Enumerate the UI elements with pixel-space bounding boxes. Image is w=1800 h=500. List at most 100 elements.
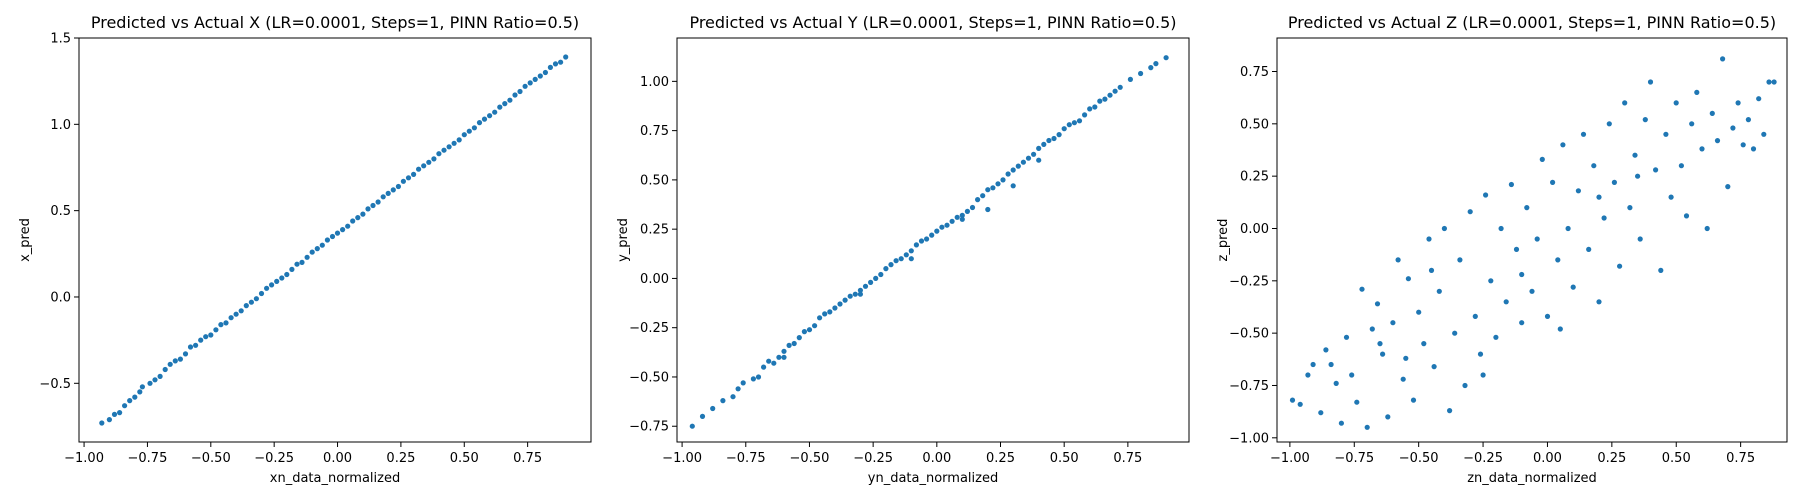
data-point bbox=[750, 376, 757, 382]
data-point bbox=[1289, 397, 1296, 403]
data-point bbox=[1462, 382, 1468, 389]
data-point bbox=[1082, 112, 1088, 118]
data-point bbox=[1560, 142, 1566, 148]
data-point bbox=[924, 236, 930, 242]
data-point bbox=[857, 291, 864, 297]
data-point bbox=[385, 190, 391, 196]
data-point bbox=[127, 398, 133, 404]
data-point bbox=[426, 159, 432, 165]
data-points bbox=[1289, 56, 1777, 430]
data-point bbox=[1761, 131, 1767, 137]
plot-frame bbox=[1276, 37, 1788, 443]
data-point bbox=[934, 228, 940, 234]
x-axis-title: zn_data_normalized bbox=[1467, 471, 1597, 486]
data-point bbox=[1534, 236, 1540, 242]
data-point bbox=[1503, 299, 1509, 305]
data-point bbox=[1709, 110, 1715, 116]
data-point bbox=[558, 59, 564, 65]
data-point bbox=[959, 212, 965, 218]
data-point bbox=[319, 242, 325, 248]
y-tick-label: 0.5 bbox=[50, 204, 71, 219]
data-point bbox=[1025, 155, 1032, 161]
data-point bbox=[355, 215, 361, 221]
data-point bbox=[883, 266, 889, 272]
data-point bbox=[1642, 117, 1648, 123]
plot-frame bbox=[78, 37, 592, 443]
x-tick-label: 0.25 bbox=[986, 451, 1015, 466]
data-point bbox=[304, 254, 310, 260]
data-point bbox=[1606, 121, 1612, 127]
data-point bbox=[1153, 61, 1159, 67]
data-point bbox=[177, 356, 183, 362]
x-tick-label: 0.75 bbox=[1113, 451, 1142, 466]
data-point bbox=[1766, 79, 1772, 85]
data-point bbox=[735, 386, 741, 392]
data-point bbox=[898, 256, 904, 262]
data-point bbox=[878, 271, 884, 278]
y-tick-label: −1.00 bbox=[1229, 431, 1269, 446]
data-point bbox=[1097, 98, 1103, 104]
data-point bbox=[456, 137, 462, 143]
data-point bbox=[299, 259, 305, 265]
y-tick-label: −0.75 bbox=[1229, 379, 1269, 394]
data-point bbox=[411, 171, 417, 177]
data-point bbox=[502, 101, 508, 107]
x-tick-label: 0.00 bbox=[323, 451, 352, 466]
data-point bbox=[1683, 213, 1690, 219]
data-point bbox=[995, 181, 1001, 187]
data-point bbox=[238, 308, 244, 314]
data-point bbox=[334, 230, 341, 236]
data-point bbox=[162, 366, 168, 373]
data-point bbox=[1472, 313, 1478, 319]
data-point bbox=[847, 293, 853, 299]
data-point bbox=[969, 204, 976, 211]
data-point bbox=[375, 199, 381, 205]
data-point bbox=[132, 394, 138, 400]
data-point bbox=[1102, 96, 1108, 102]
data-point bbox=[1041, 141, 1047, 147]
data-point bbox=[1410, 397, 1417, 403]
data-point bbox=[512, 92, 518, 98]
data-point bbox=[985, 206, 991, 213]
data-point bbox=[1637, 236, 1643, 242]
data-point bbox=[1390, 320, 1396, 326]
data-point bbox=[1416, 309, 1422, 315]
data-point bbox=[1467, 209, 1473, 215]
data-point bbox=[1364, 424, 1370, 430]
data-point bbox=[796, 335, 802, 341]
data-point bbox=[421, 163, 427, 169]
data-point bbox=[822, 311, 828, 317]
data-point bbox=[365, 206, 371, 212]
y-tick-label: −0.25 bbox=[629, 321, 669, 336]
y-tick-label: 0.00 bbox=[1240, 222, 1269, 237]
data-point bbox=[1678, 163, 1684, 169]
data-point bbox=[1622, 100, 1628, 106]
data-point bbox=[1524, 205, 1530, 211]
y-axis-title: y_pred bbox=[616, 218, 631, 262]
data-point bbox=[1480, 372, 1486, 378]
data-point bbox=[1668, 194, 1674, 200]
data-point bbox=[1403, 355, 1409, 361]
data-point bbox=[1010, 167, 1016, 173]
data-point bbox=[1457, 257, 1463, 263]
data-point bbox=[730, 394, 736, 400]
data-point bbox=[324, 237, 330, 243]
y-tick-label: 0.75 bbox=[1240, 65, 1269, 80]
x-tick-label: 0.50 bbox=[450, 451, 479, 466]
data-point bbox=[345, 223, 351, 229]
data-point bbox=[1632, 152, 1638, 158]
x-tick-label: −1.00 bbox=[662, 451, 702, 466]
data-point bbox=[862, 283, 869, 289]
data-point bbox=[1369, 326, 1375, 332]
data-point bbox=[1647, 79, 1654, 85]
data-point bbox=[1087, 106, 1093, 112]
data-point bbox=[1385, 414, 1391, 420]
x-tick-label: 0.25 bbox=[386, 451, 415, 466]
data-point bbox=[1117, 84, 1123, 90]
data-point bbox=[954, 214, 960, 220]
data-point bbox=[1635, 173, 1641, 179]
data-point bbox=[1740, 142, 1746, 148]
data-point bbox=[243, 303, 249, 309]
x-tick-label: −1.00 bbox=[1270, 451, 1310, 466]
